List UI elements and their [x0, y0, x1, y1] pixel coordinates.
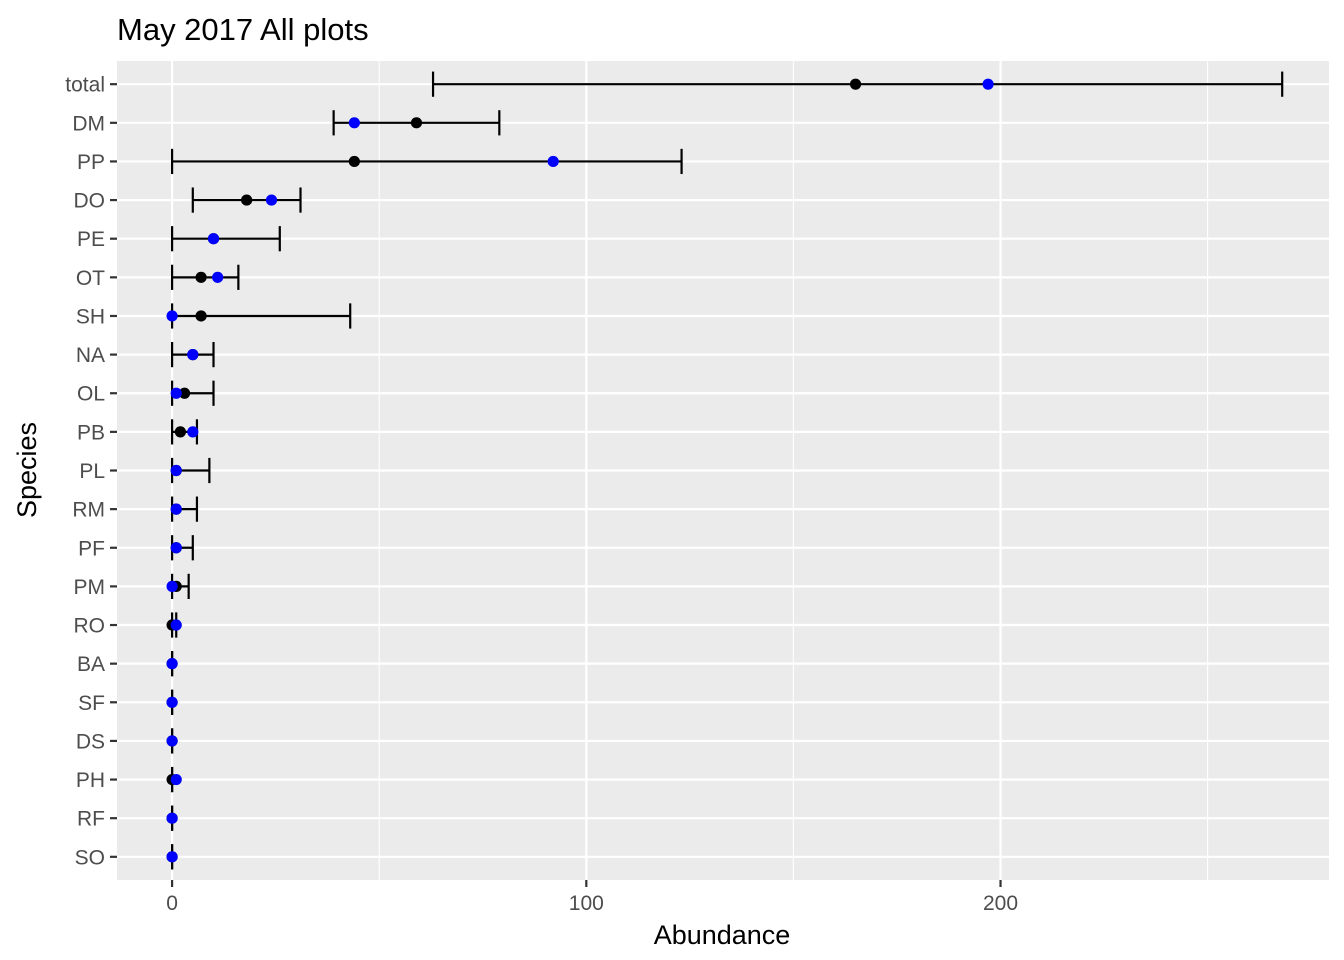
y-tick-label-PL: PL [79, 460, 105, 483]
y-tick-label-PH: PH [76, 769, 105, 792]
y-tick-label-BA: BA [77, 653, 105, 676]
chart-title: May 2017 All plots [117, 12, 369, 47]
point-blue-SF [166, 696, 178, 708]
point-blue-PL [170, 464, 182, 477]
point-black-DO [241, 194, 253, 206]
y-tick-label-RF: RF [77, 808, 105, 831]
point-blue-PE [207, 233, 220, 245]
data-points [166, 78, 994, 863]
y-tick-label-SF: SF [78, 692, 105, 715]
point-blue-PM [166, 580, 178, 592]
y-tick-label-OT: OT [76, 267, 105, 290]
y-tick-label-SH: SH [76, 305, 105, 328]
x-axis: 0 100 200 [166, 880, 1018, 915]
point-black-PB [174, 426, 186, 438]
point-blue-OL [170, 387, 182, 399]
y-tick-label-total: total [65, 74, 105, 97]
x-tick-label: 100 [569, 892, 604, 915]
y-tick-label-PP: PP [77, 151, 105, 174]
point-blue-OT [212, 271, 224, 283]
y-tick-label-PF: PF [78, 537, 105, 560]
y-tick-label-SO: SO [75, 846, 105, 869]
y-axis: total DM PP DO PE OT SH NA OL PB PL RM PF PM RO BA SF DS P… [65, 74, 117, 869]
y-tick-label-DM: DM [72, 112, 105, 135]
point-blue-RO [170, 619, 182, 631]
x-axis-title: Abundance [654, 920, 791, 950]
point-blue-PF [170, 542, 182, 554]
point-blue-DM [348, 117, 360, 129]
point-blue-BA [166, 658, 178, 670]
y-tick-label-NA: NA [76, 344, 105, 367]
y-tick-label-OL: OL [77, 383, 105, 406]
point-blue-PH [170, 773, 182, 786]
y-tick-label-DO: DO [74, 190, 106, 213]
point-black-OT [195, 271, 207, 283]
point-blue-DO [265, 194, 278, 206]
point-black-total [849, 78, 862, 90]
x-tick-label: 200 [983, 892, 1018, 915]
point-blue-SO [166, 851, 178, 863]
point-black-PP [348, 155, 360, 168]
point-blue-RF [166, 812, 178, 824]
y-tick-label-RO: RO [74, 615, 106, 638]
point-blue-SH [166, 310, 178, 322]
y-tick-label-PM: PM [74, 576, 106, 599]
point-blue-DS [166, 735, 178, 747]
point-black-DM [410, 117, 423, 129]
point-blue-PB [187, 426, 199, 438]
point-black-SH [195, 310, 207, 322]
point-blue-total [982, 78, 994, 90]
y-tick-label-DS: DS [76, 730, 105, 753]
y-tick-label-PE: PE [77, 228, 105, 251]
y-tick-label-RM: RM [72, 499, 105, 522]
point-blue-NA [187, 349, 199, 361]
x-tick-label: 0 [166, 892, 178, 915]
y-tick-label-PB: PB [77, 421, 105, 444]
point-blue-PP [547, 155, 559, 168]
point-black-OL [178, 387, 191, 399]
point-blue-RM [170, 503, 182, 515]
y-axis-title: Species [12, 422, 42, 518]
